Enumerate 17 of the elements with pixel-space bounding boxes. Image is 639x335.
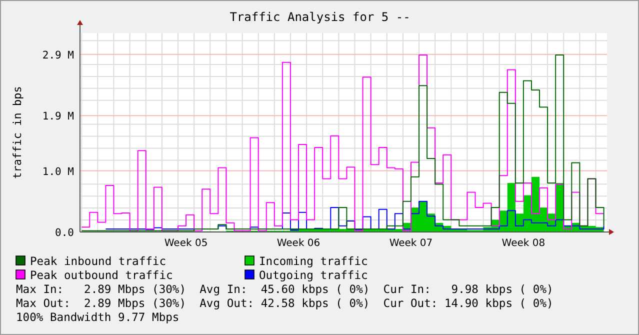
text: Max In: 2.89 Mbps (30%) Avg In: 45.60 kbps ( 0%) Cur In: 9.98 kbps ( 0%) xyxy=(16,283,554,296)
legend-label: Outgoing traffic xyxy=(259,269,368,282)
y-tick-label: 0.0 xyxy=(55,227,74,239)
legend-label: Incoming traffic xyxy=(259,255,368,268)
chart-title: Traffic Analysis for 5 -- xyxy=(230,10,410,24)
y-axis-title: traffic in bps xyxy=(11,86,24,179)
y-tick-label: 1.0 M xyxy=(42,166,74,178)
text: 100% Bandwidth 9.77 Mbps xyxy=(16,311,180,324)
x-tick-label: Week 07 xyxy=(389,238,433,249)
y-tick-label: 2.9 M xyxy=(42,49,74,62)
x-tick-label: Week 05 xyxy=(164,238,208,249)
x-tick-label: Week 06 xyxy=(276,238,320,249)
text: Max Out: 2.89 Mbps (30%) Avg Out: 42.58 kbps ( 0%) Cur Out: 14.90 kbps ( 0%) xyxy=(16,297,554,310)
legend-label: Peak inbound traffic xyxy=(30,255,166,268)
y-tick-label: 1.9 M xyxy=(42,110,74,123)
legend-label: Peak outbound traffic xyxy=(30,269,173,282)
x-tick-label: Week 08 xyxy=(502,238,546,249)
